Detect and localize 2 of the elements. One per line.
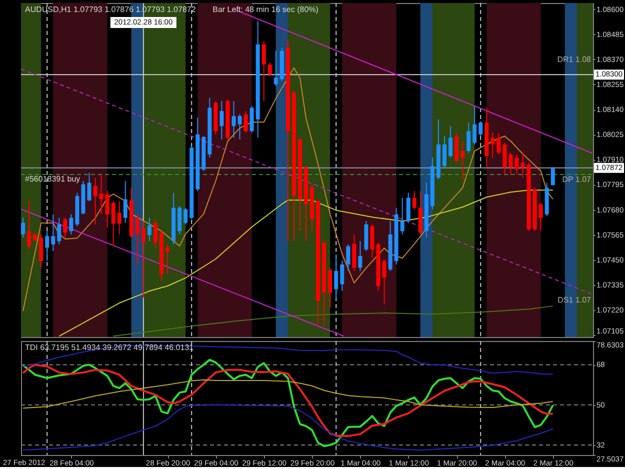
annotation: Bar Left: 48 min 16 sec (80%) — [212, 5, 319, 14]
ref-line-label: #56018391 buy — [25, 174, 80, 184]
